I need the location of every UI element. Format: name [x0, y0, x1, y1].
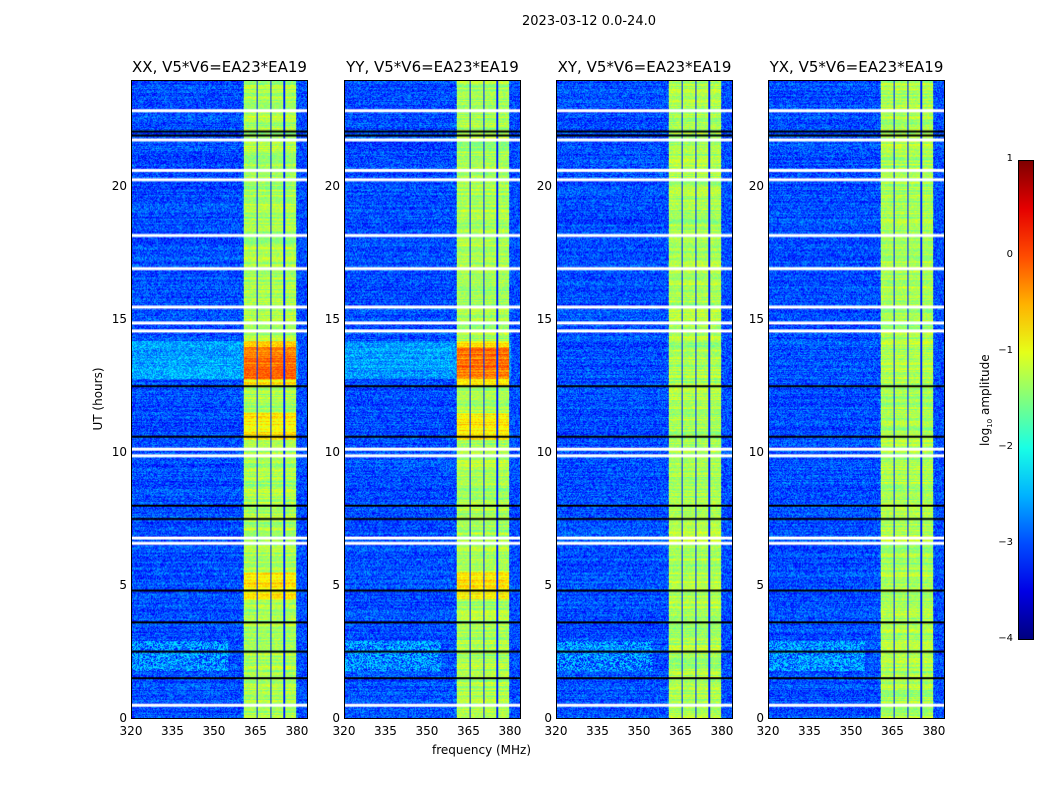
colorbar-label-sub: 10	[986, 418, 995, 428]
y-tick-label: 5	[544, 577, 552, 592]
colorbar-label: log10 amplitude	[978, 350, 994, 450]
y-tick-label: 10	[536, 444, 552, 459]
y-tick-label: 20	[324, 178, 340, 193]
spectrogram-panel	[131, 80, 308, 719]
panel-title: XY, V5*V6=EA23*EA19	[557, 58, 732, 76]
spectrogram-panel	[344, 80, 521, 719]
y-tick-label: 15	[324, 311, 340, 326]
x-tick-label: 365	[457, 724, 480, 738]
x-tick-label: 320	[332, 724, 356, 738]
spectrogram-heatmap	[345, 81, 520, 718]
x-tick-label: 365	[881, 724, 904, 738]
y-tick-label: 10	[324, 444, 340, 459]
x-tick-label: 380	[285, 724, 309, 738]
x-tick-label: 380	[922, 724, 946, 738]
colorbar-tick-label: −2	[998, 441, 1013, 452]
x-tick-label: 320	[119, 724, 143, 738]
y-tick-label: 10	[111, 444, 127, 459]
y-tick-label: 10	[748, 444, 764, 459]
y-tick-label: 0	[332, 711, 340, 725]
y-tick-label: 15	[111, 311, 127, 326]
panel-title: YY, V5*V6=EA23*EA19	[346, 58, 519, 76]
x-tick-label: 365	[244, 724, 267, 738]
x-tick-label: 320	[756, 724, 780, 738]
x-tick-label: 350	[415, 724, 439, 738]
panel-title: XX, V5*V6=EA23*EA19	[132, 58, 307, 76]
panel-title: YX, V5*V6=EA23*EA19	[769, 58, 944, 76]
x-tick-label: 350	[202, 724, 226, 738]
colorbar-tick-label: 0	[1006, 249, 1013, 260]
colorbar-tick-label: 1	[1006, 153, 1013, 164]
y-tick-label: 0	[119, 711, 127, 725]
x-tick-label: 350	[627, 724, 651, 738]
x-tick-label: 380	[710, 724, 734, 738]
y-tick-label: 15	[536, 311, 552, 326]
spectrogram-heatmap	[769, 81, 944, 718]
x-axis-label: frequency (MHz)	[432, 743, 532, 757]
x-tick-label: 350	[839, 724, 863, 738]
y-tick-label: 20	[748, 178, 764, 193]
spectrogram-heatmap	[132, 81, 307, 718]
spectrogram-panel	[768, 80, 945, 719]
colorbar-tick-label: −1	[998, 345, 1013, 356]
x-tick-label: 320	[544, 724, 568, 738]
x-tick-label: 335	[798, 724, 821, 738]
colorbar-label-rest: amplitude	[977, 354, 992, 419]
y-tick-label: 20	[536, 178, 552, 193]
colorbar-tick-label: −3	[998, 537, 1013, 548]
spectrogram-heatmap	[557, 81, 732, 718]
spectrogram-panel	[556, 80, 733, 719]
x-tick-label: 335	[374, 724, 397, 738]
colorbar-tick-label: −4	[998, 633, 1013, 644]
figure-title: 2023-03-12 0.0-24.0	[522, 14, 656, 29]
y-tick-label: 0	[544, 711, 552, 725]
y-tick-label: 20	[111, 178, 127, 193]
y-tick-label: 5	[756, 577, 764, 592]
x-tick-label: 380	[498, 724, 522, 738]
y-tick-label: 5	[332, 577, 340, 592]
x-tick-label: 335	[586, 724, 609, 738]
x-tick-label: 365	[669, 724, 692, 738]
colorbar	[1018, 160, 1034, 640]
y-axis-label: UT (hours)	[91, 367, 105, 431]
y-tick-label: 15	[748, 311, 764, 326]
y-tick-label: 5	[119, 577, 127, 592]
x-tick-label: 335	[161, 724, 184, 738]
y-tick-label: 0	[756, 711, 764, 725]
